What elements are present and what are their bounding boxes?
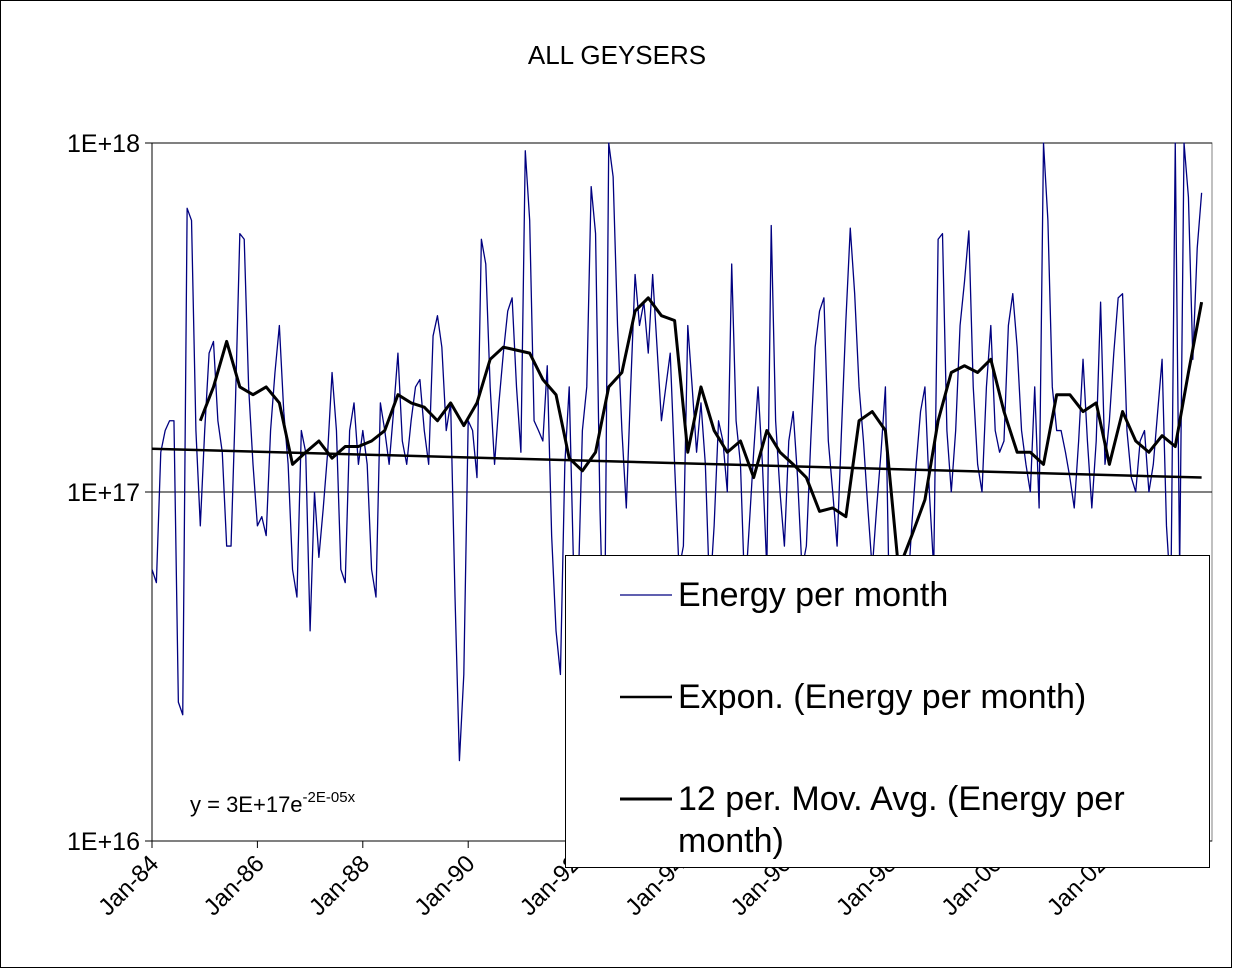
series-group xyxy=(152,142,1204,762)
legend-entry: 12 per. Mov. Avg. (Energy per month) xyxy=(616,778,1196,862)
chart-title: ALL GEYSERS xyxy=(528,40,706,70)
legend-swatch xyxy=(620,594,672,596)
legend-label: Expon. (Energy per month) xyxy=(678,678,1087,716)
legend-label: Energy per month xyxy=(678,576,949,614)
series-line xyxy=(152,142,1203,762)
y-tick-label: 1E+18 xyxy=(67,130,140,158)
legend-swatch xyxy=(620,797,672,801)
y-tick-label: 1E+17 xyxy=(67,479,140,507)
legend-entry: Expon. (Energy per month) xyxy=(616,676,1196,718)
equation-base: y = 3E+17e xyxy=(190,792,303,817)
legend-entry: Energy per month xyxy=(616,574,1196,616)
trend-equation: y = 3E+17e-2E-05x xyxy=(190,789,356,817)
series-line xyxy=(198,296,1204,571)
y-tick-label: 1E+16 xyxy=(67,828,140,856)
legend-label: 12 per. Mov. Avg. (Energy per month) xyxy=(678,780,1125,860)
equation-exponent: -2E-05x xyxy=(303,789,356,806)
legend-swatch xyxy=(620,695,672,699)
legend: Energy per month Expon. (Energy per month… xyxy=(565,555,1210,868)
